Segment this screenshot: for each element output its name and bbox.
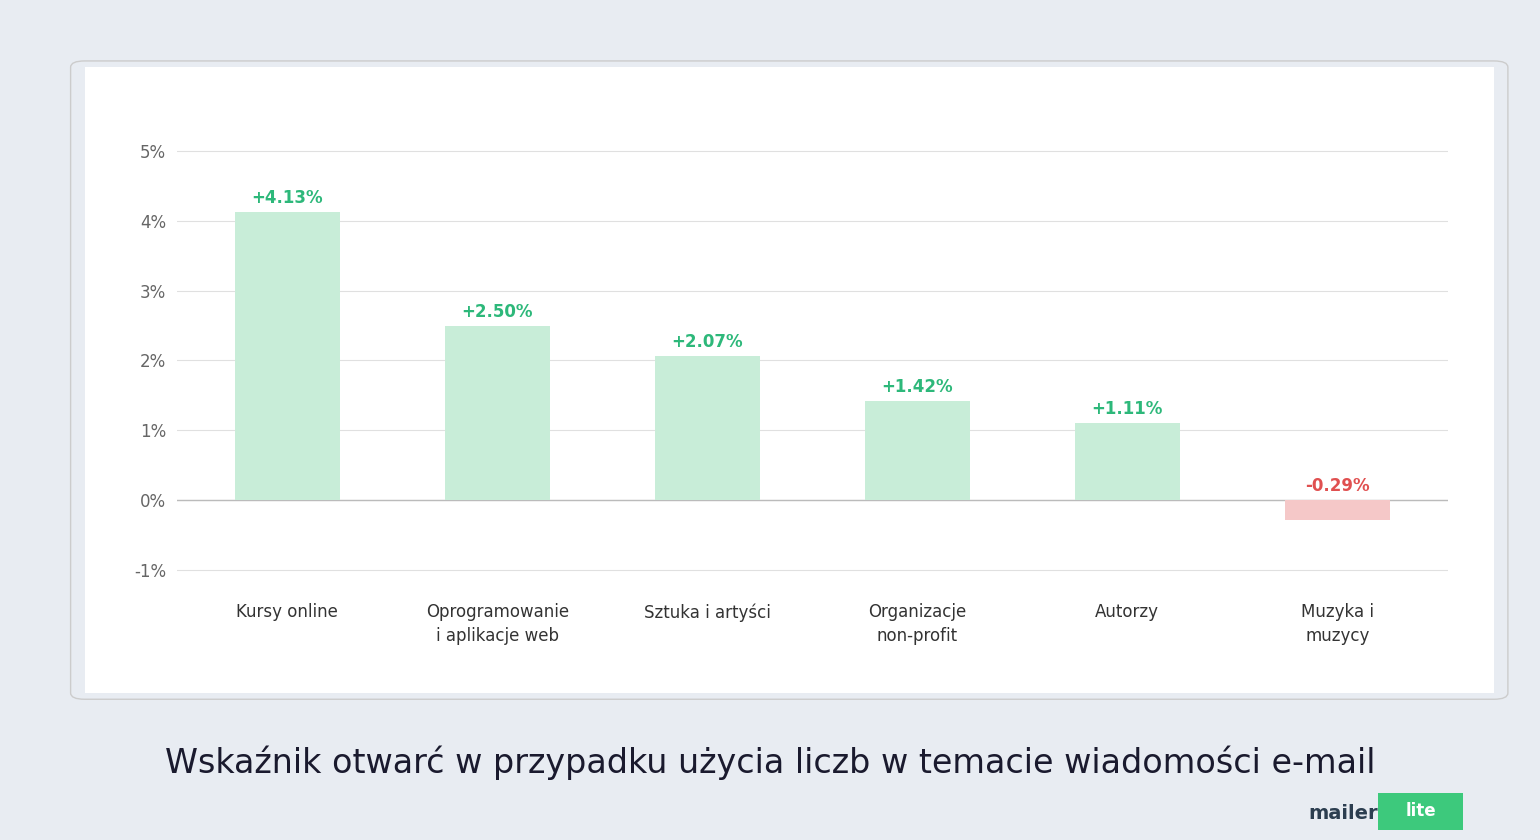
Bar (865, 401, 970, 500)
Text: +2.07%: +2.07% (671, 333, 744, 350)
Text: +1.42%: +1.42% (881, 378, 953, 396)
Bar (1284, 500, 1389, 520)
Bar (236, 212, 340, 500)
Text: lite: lite (1406, 801, 1435, 820)
Text: mailer: mailer (1309, 804, 1378, 822)
Text: +1.11%: +1.11% (1092, 400, 1163, 417)
Text: +2.50%: +2.50% (462, 302, 533, 321)
Text: +4.13%: +4.13% (251, 189, 323, 207)
Text: -0.29%: -0.29% (1304, 477, 1369, 495)
Bar (1075, 423, 1180, 500)
Bar (654, 355, 759, 500)
Text: Wskaźnik otwarć w przypadku użycia liczb w temacie wiadomości e-mail: Wskaźnik otwarć w przypadku użycia liczb… (165, 745, 1375, 780)
Bar (445, 326, 550, 500)
FancyBboxPatch shape (1371, 790, 1472, 832)
